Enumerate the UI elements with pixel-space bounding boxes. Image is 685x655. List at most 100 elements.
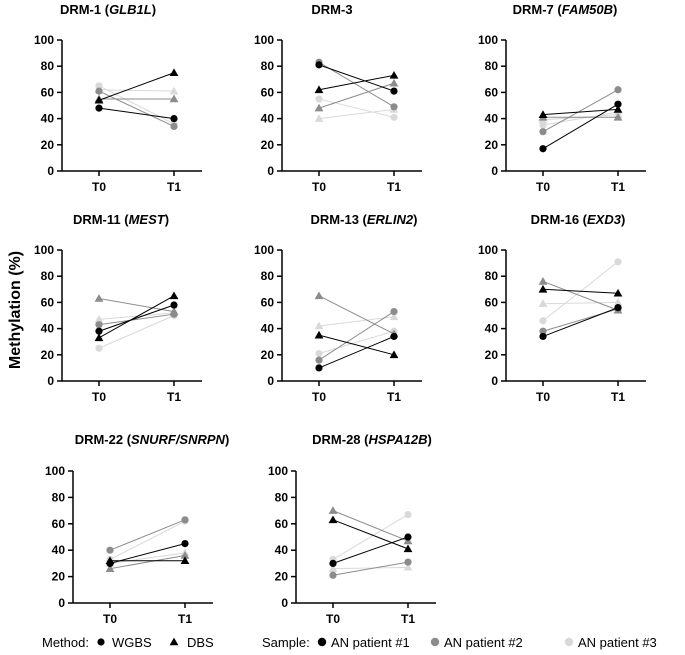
series-line [98,297,175,313]
series-line [542,103,619,150]
y-tick-label: 60 [41,295,55,309]
data-point [614,100,622,108]
data-point [389,78,399,87]
series-an-patient-2-wgbs [329,558,412,579]
series-line [332,510,409,542]
series-line [542,280,619,311]
x-tick-label: T0 [312,180,326,194]
data-point [105,556,115,565]
series-an-patient-2-dbs [105,551,190,572]
legend-wgbs-marker [97,638,105,646]
panel-title-part: DRM-22 ( [75,432,132,447]
series-an-patient-1-dbs [94,291,179,342]
series-line [318,82,395,109]
y-tick-label: 100 [45,464,65,478]
series-an-patient-1-wgbs [539,304,622,341]
series-an-patient-3-dbs [314,105,399,122]
series-an-patient-1-dbs [314,70,399,94]
y-tick-label: 0 [58,596,65,610]
panel-title-part: ) [152,2,156,17]
y-tick-label: 60 [275,517,289,531]
panel-title: DRM-22 (SNURF/SNRPN) [75,432,230,447]
series-an-patient-1-dbs [314,330,399,359]
series-line [98,312,175,320]
series-an-patient-1-dbs [328,515,413,553]
panel-title-part: ) [413,212,417,227]
panel-title-part: EXD3 [587,212,622,227]
legend-wgbs-label: WGBS [112,635,152,650]
panel-title-part: ) [225,432,229,447]
series-line [109,519,186,551]
data-point [170,122,178,131]
panel-title: DRM-11 (MEST) [73,212,169,227]
legend-sample-label: Sample: [262,635,310,650]
series-line [98,295,175,339]
y-tick-label: 40 [485,112,499,126]
data-point [314,114,324,122]
panel-title-part: DRM-1 ( [60,2,110,17]
series-an-patient-3-wgbs [315,95,398,121]
data-point [181,516,189,524]
series-an-patient-1-wgbs [106,540,189,568]
data-point [94,315,104,323]
panels: DRM-1 (GLB1L) 0 20 40 60 80 100 T0 T1 DRM-3 0 20 40 6… [34,2,646,626]
panel-title-part: ) [613,2,617,17]
chart-panel-6: DRM-16 (EXD3) 0 20 40 60 80 100 T0 T1 [478,212,646,404]
series-an-patient-2-wgbs [539,86,622,136]
chart-panel-3: DRM-7 (FAM50B) 0 20 40 60 80 100 T0 T1 [478,2,646,194]
panel-title: DRM-7 (FAM50B) [513,2,618,17]
y-tick-label: 20 [485,348,499,362]
x-tick-label: T0 [103,612,117,626]
y-tick-label: 40 [275,543,289,557]
series-an-patient-1-wgbs [315,332,398,372]
y-tick-label: 80 [275,490,289,504]
data-point [539,327,547,335]
x-tick-label: T1 [401,612,415,626]
series-line [542,111,619,126]
data-point [170,301,178,309]
data-point [538,277,548,285]
series-an-patient-1-dbs [538,284,623,297]
y-tick-label: 0 [281,596,288,610]
panel-title-part: DRM-7 ( [513,2,563,17]
data-point [539,121,547,129]
series-an-patient-2-wgbs [539,305,622,335]
x-tick-label: T1 [611,390,625,404]
panel-title-part: GLB1L [109,2,152,17]
panel-title: DRM-13 (ERLIN2) [311,212,418,227]
y-tick-label: 0 [267,374,274,388]
data-point [314,330,324,339]
series-an-patient-2-dbs [328,506,413,545]
legend-sample-marker [430,637,440,647]
y-tick-label: 80 [41,59,55,73]
x-tick-label: T0 [92,390,106,404]
panel-title-part: DRM-28 ( [312,432,369,447]
series-an-patient-2-dbs [314,291,399,338]
y-axis-label: Methylation (%) [7,251,24,369]
y-tick-label: 100 [254,33,274,47]
series-an-patient-2-dbs [94,94,179,103]
y-tick-label: 40 [261,112,275,126]
series-line [542,301,619,305]
series-an-patient-3-dbs [314,312,399,330]
data-point [404,558,412,566]
data-point [538,284,548,293]
panel-title-part: DRM-13 ( [311,212,368,227]
x-tick-label: T1 [167,390,181,404]
y-tick-label: 0 [47,164,54,178]
data-point [169,307,179,315]
panel-title-part: ERLIN2 [367,212,414,227]
series-line [318,335,395,369]
series-an-patient-1-wgbs [539,100,622,153]
legend-dbs-label: DBS [187,635,214,650]
y-tick-label: 60 [485,85,499,99]
y-tick-label: 20 [41,138,55,152]
legend: Method: WGBS DBS Sample: AN patient #1 AN pat… [42,635,657,650]
data-point [614,304,622,312]
x-tick-label: T1 [387,390,401,404]
series-an-patient-1-wgbs [315,61,398,95]
data-point [390,87,398,95]
legend-sample-marker [564,637,574,647]
data-point [315,95,323,103]
data-point [94,95,104,104]
